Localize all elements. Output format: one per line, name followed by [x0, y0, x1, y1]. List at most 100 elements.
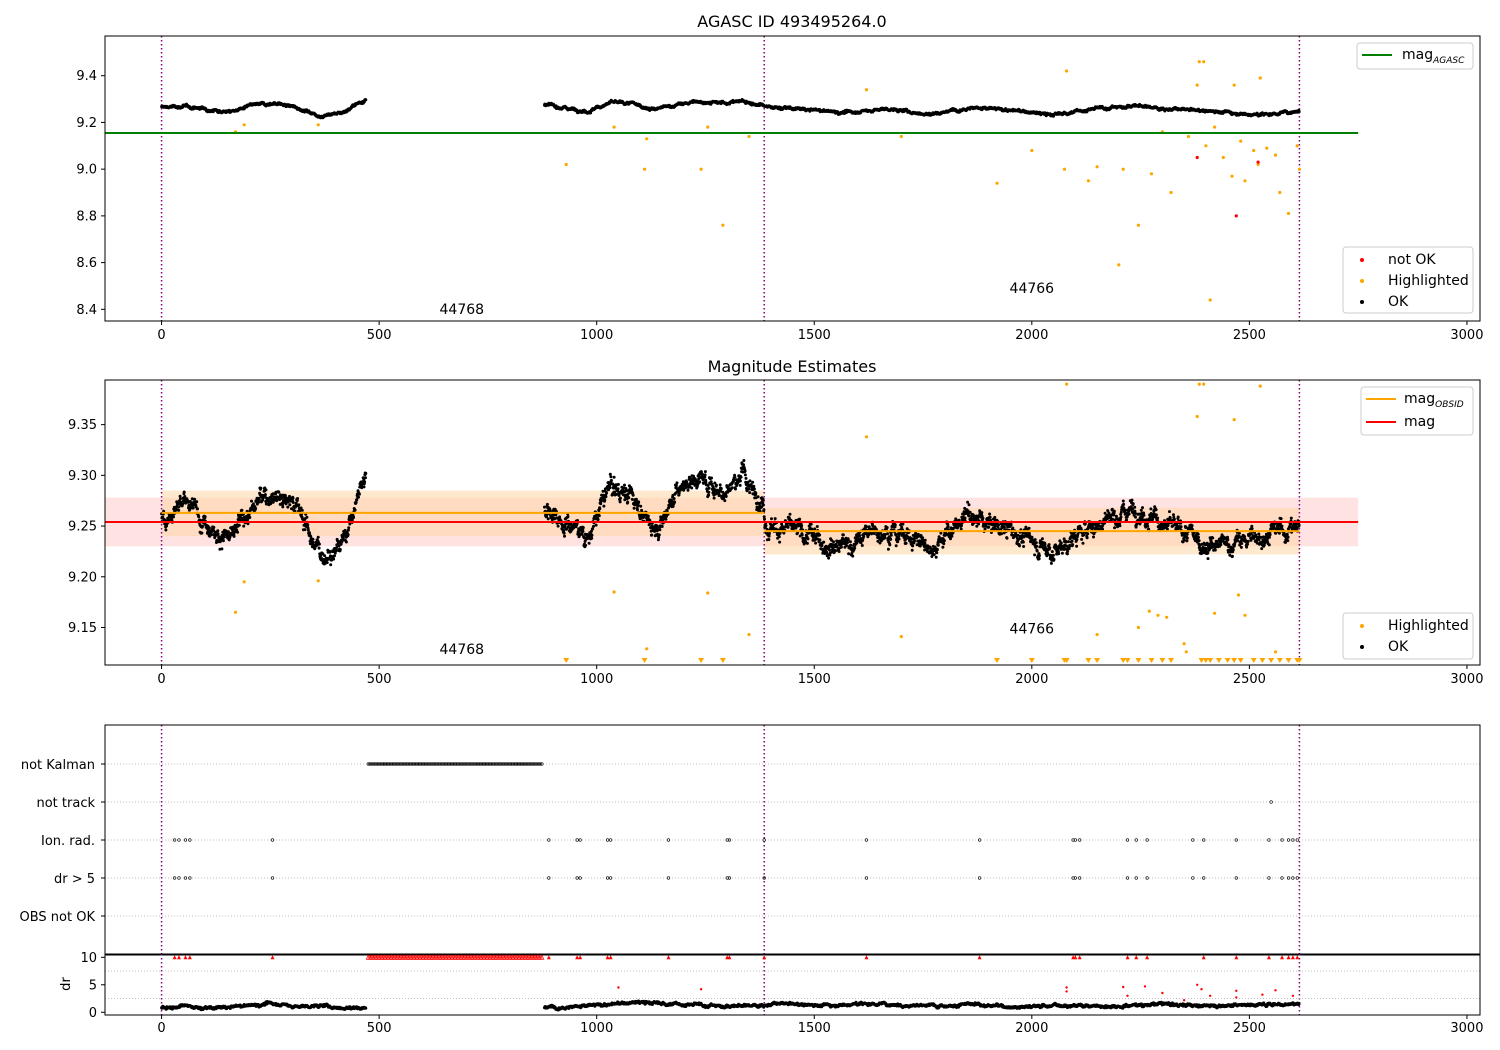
highlighted-point [1239, 139, 1243, 143]
ok-point [563, 534, 566, 538]
ok-point [747, 487, 751, 491]
ok-point [357, 495, 360, 499]
highlighted-point [1062, 167, 1067, 171]
ok-point [658, 528, 662, 532]
ok-point [617, 494, 621, 497]
top-axes-frame [104, 35, 1481, 322]
obsid-label: 44766 [1010, 281, 1055, 297]
ok-point [296, 497, 300, 500]
ok-point [305, 515, 309, 519]
y-tick-label: 8.8 [76, 209, 97, 224]
ok-point [353, 508, 357, 512]
ok-point [671, 504, 675, 508]
ok-point [655, 524, 659, 528]
ok-point [612, 475, 616, 479]
ok-point [216, 532, 220, 536]
highlighted-point [1232, 83, 1236, 87]
ok-point [786, 525, 790, 529]
ok-point [756, 495, 760, 499]
ok-point [752, 484, 756, 488]
top-title: AGASC ID 493495264.0 [697, 12, 886, 31]
highlighted-point [645, 137, 649, 141]
highlighted-point [721, 223, 725, 227]
highlighted-point [1169, 190, 1173, 195]
ok-point [195, 500, 199, 504]
ok-point [634, 497, 638, 501]
highlighted-point [864, 88, 869, 92]
ok-point [182, 490, 186, 494]
ok-point [710, 476, 713, 480]
ok-point [317, 542, 321, 546]
ok-point [742, 459, 746, 462]
ok-point [291, 501, 295, 504]
y-tick-label: 9.0 [76, 163, 97, 178]
ok-point [707, 486, 711, 490]
ok-point [364, 471, 368, 475]
ok-point [363, 480, 367, 484]
ok-point [761, 503, 765, 507]
highlighted-point [1295, 144, 1299, 148]
highlighted-point [706, 125, 710, 129]
ok-point [751, 480, 755, 484]
ok-point [743, 473, 747, 477]
ok-point [630, 497, 634, 501]
ok-point [364, 98, 368, 102]
ok-point [212, 525, 216, 529]
ok-point [221, 539, 225, 543]
ok-point [264, 488, 268, 492]
x-tick-label: 2500 [1233, 328, 1266, 343]
ok-point [306, 523, 310, 527]
ok-point [181, 502, 185, 506]
ok-point [587, 541, 591, 545]
ok-point [584, 543, 588, 547]
ok-point [650, 533, 654, 537]
ok-point [333, 554, 336, 558]
ok-point [764, 524, 768, 528]
ok-point [325, 561, 329, 565]
ok-point [596, 518, 600, 522]
ok-point [286, 500, 290, 504]
ok-point [733, 475, 737, 479]
highlighted-point [1265, 146, 1269, 150]
ok-point [252, 502, 255, 506]
ok-point [632, 506, 636, 510]
not-ok-point [1234, 214, 1238, 218]
ok-point [164, 528, 168, 532]
ok-point [639, 504, 643, 508]
y-tick-label: 8.4 [76, 303, 97, 318]
highlighted-point [699, 167, 703, 171]
ok-point [257, 498, 261, 502]
ok-point [216, 529, 220, 533]
highlighted-point [242, 123, 246, 127]
ok-point [609, 478, 613, 482]
highlighted-point [643, 167, 647, 171]
ok-point [739, 475, 743, 479]
ok-point [719, 487, 723, 491]
highlighted-point [1208, 298, 1212, 302]
ok-point [609, 475, 613, 479]
x-tick-label: 500 [367, 328, 392, 343]
highlighted-point [1204, 144, 1208, 148]
ok-point [562, 528, 566, 532]
ok-point [200, 531, 204, 535]
highlighted-point [1095, 165, 1099, 169]
ok-point [703, 470, 707, 474]
ok-point [616, 487, 620, 491]
highlighted-point [1230, 174, 1234, 178]
legend-not-ok-label: not OK [1388, 252, 1436, 268]
ok-point [240, 508, 244, 512]
not-ok-point [1195, 155, 1199, 160]
ok-point [259, 486, 263, 490]
ok-point [675, 481, 679, 485]
ok-point [664, 517, 668, 521]
highlighted-point [612, 125, 616, 129]
ok-point [738, 483, 742, 487]
ok-point [581, 526, 585, 530]
ok-point [707, 493, 711, 497]
y-tick-label: 9.4 [76, 69, 97, 84]
ok-point [631, 493, 635, 497]
legend-highlighted-marker [1360, 279, 1364, 283]
highlighted-point [1086, 179, 1090, 183]
